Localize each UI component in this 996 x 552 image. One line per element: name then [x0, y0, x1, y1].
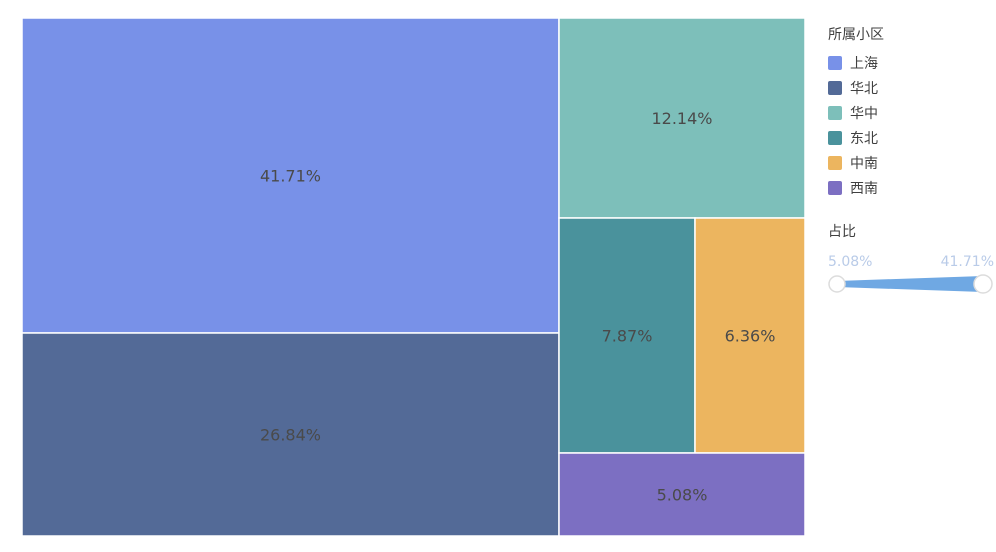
- legend-swatch[interactable]: [828, 156, 842, 170]
- tile-value-label: 5.08%: [657, 486, 708, 505]
- range-min-label: 5.08%: [828, 254, 872, 270]
- legend-swatch[interactable]: [828, 181, 842, 195]
- range-max-label: 41.71%: [941, 254, 994, 270]
- treemap-tiles: 41.71% 26.84% 12.14% 7.87% 6.36% 5.08%: [21, 17, 806, 537]
- legend-item-label[interactable]: 上海: [850, 56, 878, 72]
- tile-value-label: 7.87%: [602, 327, 653, 346]
- treemap-tile-5[interactable]: [558, 452, 806, 537]
- legend-item-label[interactable]: 东北: [850, 131, 878, 147]
- legend-item-label[interactable]: 中南: [850, 156, 878, 172]
- treemap-tile-2[interactable]: [558, 17, 806, 219]
- range-track[interactable]: [837, 276, 983, 292]
- legend-item-label[interactable]: 华中: [850, 106, 878, 122]
- legend-item-label[interactable]: 华北: [850, 81, 878, 97]
- legend-title: 所属小区: [828, 27, 884, 43]
- range-min-handle[interactable]: [828, 275, 846, 293]
- legend-swatch[interactable]: [828, 106, 842, 120]
- tile-value-label: 26.84%: [260, 426, 321, 445]
- range-title: 占比: [828, 224, 856, 240]
- range-filter: 占比 5.08% 41.71%: [828, 224, 994, 294]
- tile-value-label: 6.36%: [725, 327, 776, 346]
- treemap-tile-4[interactable]: [694, 217, 806, 454]
- treemap-tile-0[interactable]: [21, 17, 560, 334]
- range-max-handle[interactable]: [973, 274, 993, 294]
- tile-value-label: 41.71%: [260, 167, 321, 186]
- tile-value-label: 12.14%: [651, 109, 712, 128]
- legend-swatch[interactable]: [828, 56, 842, 70]
- treemap-tile-3[interactable]: [558, 217, 696, 454]
- legend-swatch[interactable]: [828, 131, 842, 145]
- legend-item-label[interactable]: 西南: [850, 181, 878, 197]
- treemap-tile-1[interactable]: [21, 332, 560, 537]
- legend-swatch[interactable]: [828, 81, 842, 95]
